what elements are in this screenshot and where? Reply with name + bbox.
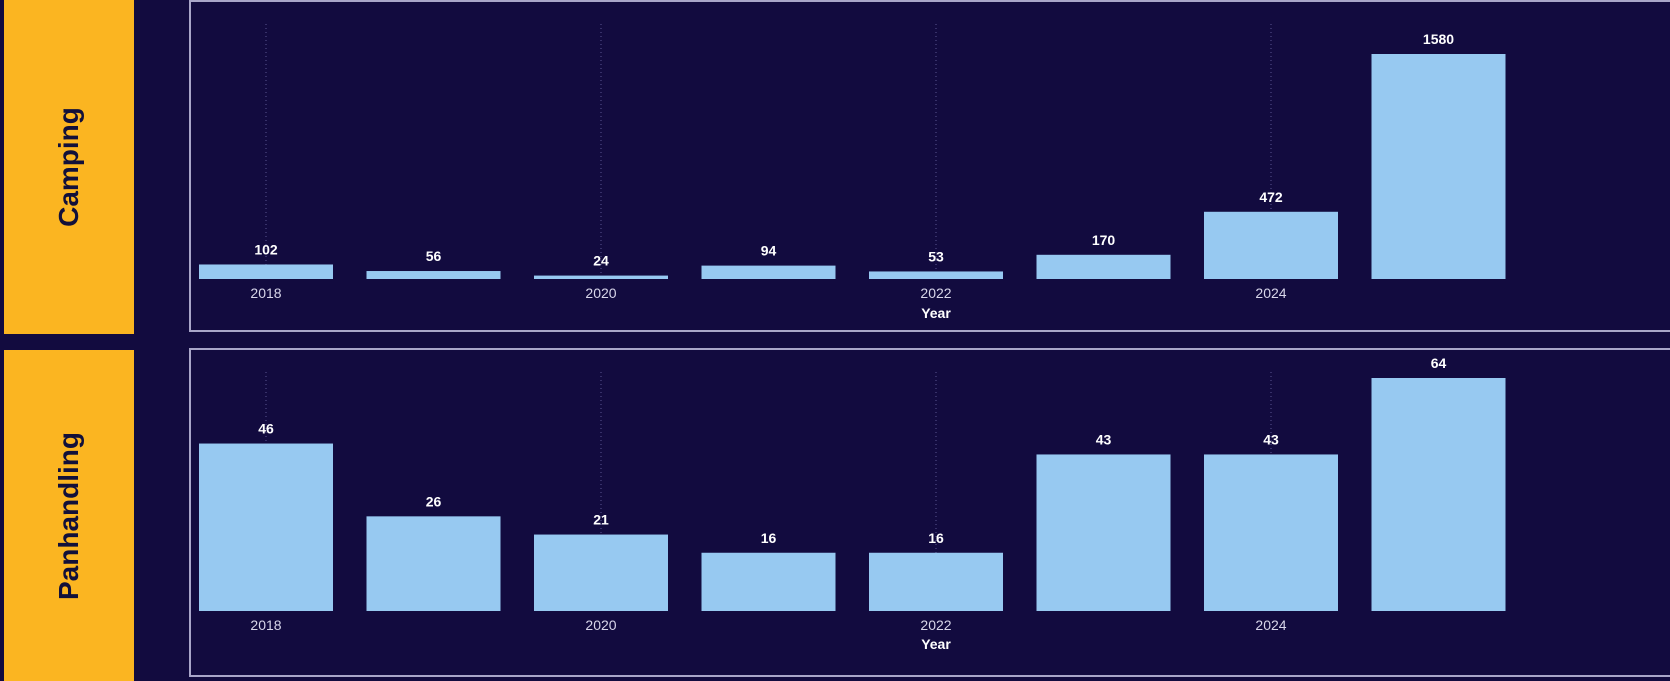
x-tick-label: 2020 xyxy=(585,285,616,301)
bar-2018 xyxy=(199,264,333,279)
bar-2019 xyxy=(366,516,501,611)
panhandling-bar-chart: 46 26 21 16 16 43 43 64 2018 2020 2022 2024 Year xyxy=(199,355,1506,652)
camping-facet-label-text: Camping xyxy=(53,107,84,227)
data-label-2020: 24 xyxy=(593,253,609,269)
bar-2022 xyxy=(869,552,1003,611)
data-label-2023: 170 xyxy=(1092,232,1116,248)
camping-bar-chart: 102 56 24 94 53 170 472 1580 2018 2020 2022 2024 Yea… xyxy=(199,24,1506,321)
panhandling-facet-label: Panhandling xyxy=(4,350,134,681)
bar-2024 xyxy=(1204,454,1338,611)
data-label-2025: 64 xyxy=(1431,355,1447,371)
bar-2023 xyxy=(1036,254,1171,279)
bar-2021 xyxy=(701,552,836,611)
bar-2025 xyxy=(1371,54,1506,279)
panhandling-chart-row: Panhandling 46 26 21 16 16 43 43 64 2018 2020 2022… xyxy=(0,348,1670,681)
x-axis-title: Year xyxy=(921,305,951,321)
bar-2020 xyxy=(534,275,668,279)
data-label-2019: 56 xyxy=(426,248,442,264)
data-label-2022: 53 xyxy=(928,248,944,264)
x-tick-label: 2022 xyxy=(920,617,951,633)
data-label-2024: 472 xyxy=(1259,189,1283,205)
data-label-2019: 26 xyxy=(426,493,442,509)
data-label-2024: 43 xyxy=(1263,431,1279,447)
data-label-2022: 16 xyxy=(928,530,944,546)
x-tick-label: 2020 xyxy=(585,617,616,633)
data-label-2020: 21 xyxy=(593,512,609,528)
bar-2024 xyxy=(1204,211,1338,279)
x-tick-label: 2024 xyxy=(1255,617,1286,633)
bar-2025 xyxy=(1371,378,1506,611)
bar-2019 xyxy=(366,271,501,279)
bar-2023 xyxy=(1036,454,1171,611)
x-axis-title: Year xyxy=(921,636,951,652)
data-label-2021: 94 xyxy=(761,243,777,259)
panhandling-chart-panel: 46 26 21 16 16 43 43 64 2018 2020 2022 2024 Year xyxy=(189,348,1670,677)
data-label-2023: 43 xyxy=(1096,431,1112,447)
data-label-2025: 1580 xyxy=(1423,31,1454,47)
data-label-2018: 46 xyxy=(258,421,274,437)
data-label-2018: 102 xyxy=(254,241,278,257)
x-tick-label: 2024 xyxy=(1255,285,1286,301)
x-tick-label: 2018 xyxy=(250,285,281,301)
bar-2021 xyxy=(701,265,836,279)
bar-2020 xyxy=(534,534,668,611)
x-tick-label: 2018 xyxy=(250,617,281,633)
camping-chart-panel: 102 56 24 94 53 170 472 1580 2018 2020 2022 2024 Yea… xyxy=(189,0,1670,332)
data-label-2021: 16 xyxy=(761,530,777,546)
x-tick-label: 2022 xyxy=(920,285,951,301)
camping-chart-row: Camping 102 56 24 94 53 170 472 1580 2018 2020 202… xyxy=(0,0,1670,340)
bar-2018 xyxy=(199,443,333,611)
camping-facet-label: Camping xyxy=(4,0,134,334)
bar-2022 xyxy=(869,271,1003,279)
panhandling-facet-label-text: Panhandling xyxy=(53,431,84,600)
